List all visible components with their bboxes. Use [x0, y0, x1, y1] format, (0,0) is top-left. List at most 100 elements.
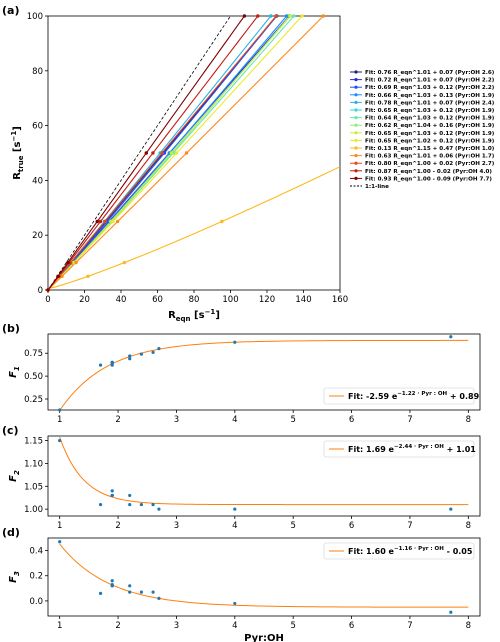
- legend-entry-label: Fit: 0.62 R_eqn^1.04 + 0.16 (Pyr:OH 1.9): [365, 123, 495, 129]
- data-point: [233, 340, 237, 344]
- data-point: [449, 507, 453, 511]
- panel-a-xtick-label: 0: [45, 295, 50, 305]
- data-point: [233, 507, 237, 511]
- legend-swatch-marker: [354, 169, 358, 173]
- ytick-label: 1.05: [24, 482, 43, 492]
- data-point: [233, 601, 237, 606]
- panel-a-xtick-label: 140: [295, 295, 311, 305]
- fit-legend-box: [323, 387, 475, 405]
- fit-legend-label: Fit: 1.69 e−2.44 · Pyr : OH + 1.01: [348, 444, 476, 454]
- ytick-label: 0.4: [29, 547, 43, 557]
- panel-a-ytick-label: 80: [32, 67, 43, 77]
- panel-a-frame: [47, 15, 341, 291]
- xtick-label: 7: [407, 415, 412, 425]
- panel-a-xtick-label: 40: [116, 295, 127, 305]
- data-point: [110, 493, 114, 498]
- panel-a-xtick-label: 120: [259, 295, 275, 305]
- legend-swatch-marker: [354, 93, 358, 97]
- data-point: [128, 584, 132, 588]
- panel-frame: [47, 435, 481, 517]
- data-point: [128, 354, 132, 358]
- data-point: [151, 350, 155, 354]
- legend-entry-label: Fit: 0.76 R_eqn^1.01 + 0.07 (Pyr:OH 2.6): [365, 70, 495, 76]
- legend-entry-label: Fit: 0.72 R_eqn^1.01 + 0.07 (Pyr:OH 2.2): [365, 78, 495, 84]
- panel-d: (d) 1 2 3 4 5 6 7 8 0.0 0.2 0.4 F3 Pyr:OH Fit: 1.60 e−…: [2, 526, 481, 642]
- xtick-label: 8: [466, 621, 471, 631]
- panel-frame: [47, 537, 481, 617]
- data-point-series-10: [174, 151, 179, 155]
- data-point-series-15: [56, 274, 60, 278]
- panel-a-xtick-label: 60: [152, 295, 163, 305]
- data-point-series-5: [269, 14, 273, 18]
- fit-line-series-11: [47, 166, 341, 290]
- legend-entry-label: Fit: 0.87 R_eqn^1.00 - 0.02 (Pyr:OH 4.0): [365, 169, 492, 175]
- data-point: [449, 335, 453, 339]
- xtick-label: 7: [407, 621, 412, 631]
- data-point-series-11: [122, 260, 127, 265]
- xtick-label: 1: [57, 621, 62, 631]
- data-point-series-4: [284, 14, 289, 18]
- xtick-label: 8: [466, 415, 471, 425]
- fit-curve: [59, 437, 469, 506]
- legend-swatch-marker: [354, 123, 358, 127]
- data-point: [139, 590, 144, 594]
- data-point-series-13: [274, 14, 278, 18]
- fit-line-series-13: [47, 15, 277, 291]
- legend-entry-label: Fit: 0.66 R_eqn^1.03 + 0.13 (Pyr:OH 1.9): [365, 93, 495, 99]
- panel-c: (c) 1 2 3 4 5 6 7 8 1.00 1.05 1.10 1.15 F2 Fit: 1.69 e…: [2, 424, 481, 531]
- data-point: [58, 408, 62, 412]
- data-point-series-11: [86, 274, 90, 278]
- panel-frame: [47, 333, 481, 411]
- legend-entry-label: Fit: 0.80 R_eqn^1.00 + 0.02 (Pyr:OH 2.7): [365, 161, 495, 167]
- panel-letter: (d): [2, 526, 20, 539]
- data-point-series-15: [46, 288, 50, 292]
- data-point-series-12: [321, 14, 326, 18]
- ylabel: F3: [8, 571, 21, 583]
- panel-a: (a) 0 20 40 60 80 100 120 140 160 0 20 40 60 80 100 Re…: [2, 4, 495, 323]
- xtick-label: 7: [407, 521, 412, 531]
- ytick-label: 1.10: [24, 459, 43, 469]
- fit-legend-label: Fit: -2.59 e−1.22 · Pyr : OH + 0.89: [348, 391, 480, 401]
- panel-a-letter: (a): [2, 4, 19, 17]
- panel-a-xtick-label: 160: [332, 295, 348, 305]
- xtick-label: 4: [232, 415, 237, 425]
- legend-swatch-marker: [354, 85, 358, 89]
- ylabel: F2: [8, 470, 21, 482]
- ytick-label: 0.0: [29, 597, 43, 607]
- fit-curve: [59, 543, 469, 608]
- data-point-series-3: [162, 151, 167, 155]
- legend-swatch-marker: [354, 100, 358, 104]
- reference-line: [47, 15, 231, 291]
- panel-a-xtick-label: 20: [79, 295, 90, 305]
- xlabel: Pyr:OH: [244, 633, 284, 642]
- data-point-series-14: [256, 14, 260, 18]
- panel-a-ytick-label: 60: [32, 122, 43, 132]
- xtick-label: 6: [349, 621, 354, 631]
- data-point: [139, 502, 144, 507]
- legend-entry-label: Fit: 0.63 R_eqn^1.01 + 0.06 (Pyr:OH 1.7): [365, 154, 495, 160]
- data-point-series-13: [103, 219, 107, 224]
- data-point: [128, 502, 132, 507]
- data-point: [58, 438, 62, 443]
- legend-entry-label: Fit: 0.13 R_eqn^1.15 + 0.47 (Pyr:OH 1.0): [365, 146, 495, 152]
- legend-entry-label: 1:1-line: [365, 184, 389, 190]
- legend-entry-label: Fit: 0.65 R_eqn^1.03 + 0.12 (Pyr:OH 1.9): [365, 131, 495, 137]
- data-point: [128, 493, 132, 498]
- data-point: [110, 579, 114, 583]
- xtick-label: 3: [174, 415, 179, 425]
- xtick-label: 2: [115, 621, 120, 631]
- panel-a-legend: Fit: 0.76 R_eqn^1.01 + 0.07 (Pyr:OH 2.6)…: [350, 70, 495, 190]
- data-point-series-9: [288, 14, 292, 18]
- fit-legend-label: Fit: 1.60 e−1.16 · Pyr : OH - 0.05: [348, 546, 473, 556]
- xtick-label: 5: [290, 415, 295, 425]
- xtick-label: 1: [57, 521, 62, 531]
- data-point: [151, 590, 155, 594]
- legend-swatch-marker: [354, 116, 358, 120]
- data-point-series-12: [60, 274, 64, 278]
- xtick-label: 3: [174, 521, 179, 531]
- xtick-label: 3: [174, 621, 179, 631]
- xtick-label: 4: [232, 621, 237, 631]
- data-point-series-9: [169, 151, 174, 155]
